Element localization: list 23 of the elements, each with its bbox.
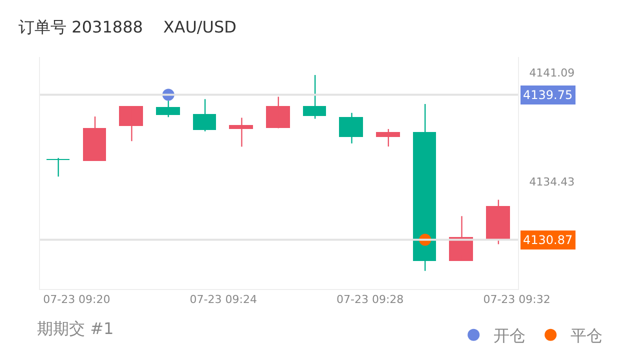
candlestick [486,199,510,245]
candlestick [266,96,290,129]
legend-label: 开仓 [494,326,526,346]
candlestick [229,117,253,148]
ref-line-label: 4130.87 [523,233,573,247]
legend-label: 平仓 [570,326,603,346]
candlestick [193,98,216,132]
candlestick [303,74,326,120]
x-tick-label: 07-23 09:28 [336,293,404,306]
x-tick-label: 07-23 09:20 [43,293,110,306]
ref-line-label: 4139.75 [523,88,573,102]
text: 期期交 #1 [37,319,114,338]
x-tick-label: 07-23 09:32 [483,293,550,306]
chart-title: 订单号 2031888 XAU/USD [18,17,236,36]
candlestick [376,128,400,148]
candlestick [339,112,363,144]
y-tick-label: 4134.43 [529,175,575,188]
x-tick-label: 07-23 09:24 [190,293,257,306]
candlestick [46,157,70,178]
y-tick-label: 4141.09 [529,66,575,80]
candlestick [83,116,106,162]
candlestick [119,106,143,142]
candlestick [413,103,436,272]
